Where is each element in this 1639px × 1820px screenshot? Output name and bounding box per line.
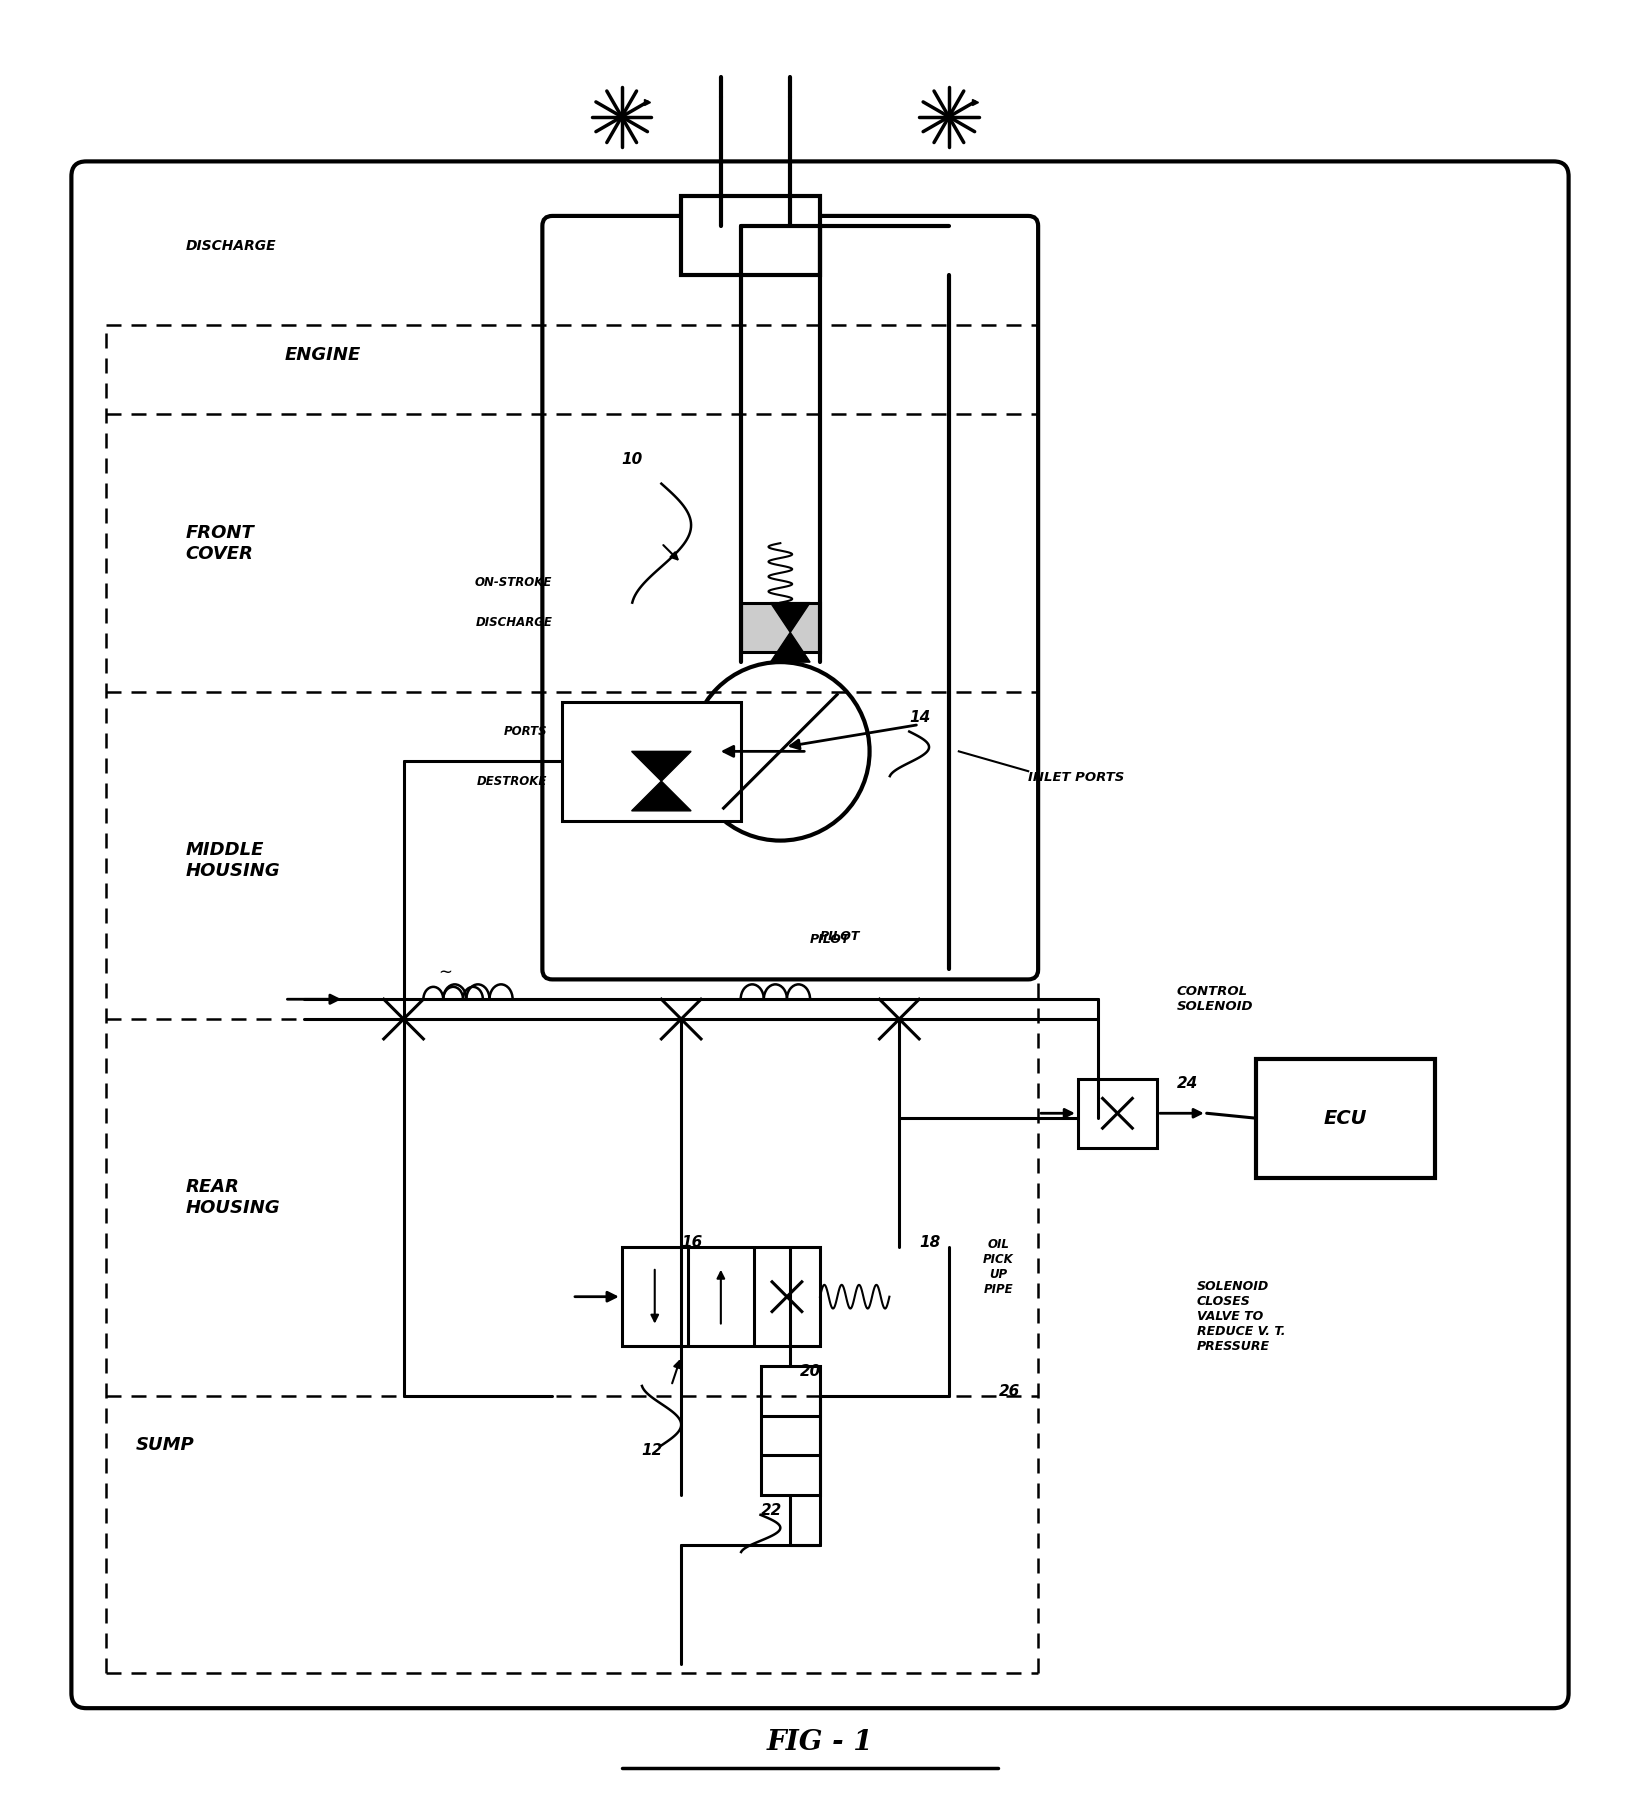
Text: DESTROKE: DESTROKE (477, 775, 547, 788)
Text: $\sim$: $\sim$ (434, 961, 452, 979)
Text: PILOT: PILOT (810, 934, 851, 946)
Text: 22: 22 (760, 1503, 782, 1518)
Bar (760, 1367, 820, 1494)
Text: 18: 18 (919, 1236, 941, 1250)
Polygon shape (631, 781, 692, 812)
Bar (1255, 1059, 1434, 1178)
Text: DISCHARGE: DISCHARGE (475, 615, 552, 630)
Text: SOLENOID
CLOSES
VALVE TO
REDUCE V. T.
PRESSURE: SOLENOID CLOSES VALVE TO REDUCE V. T. PR… (1196, 1279, 1285, 1352)
Text: 10: 10 (621, 451, 642, 466)
Text: ECU: ECU (1324, 1108, 1367, 1128)
Bar (1078, 1079, 1157, 1148)
Text: PILOT: PILOT (820, 930, 860, 943)
Text: 14: 14 (910, 710, 931, 724)
Text: DISCHARGE: DISCHARGE (185, 238, 275, 253)
Polygon shape (770, 632, 810, 662)
Text: REAR
HOUSING: REAR HOUSING (185, 1178, 280, 1218)
Text: SUMP: SUMP (136, 1436, 195, 1454)
Text: 12: 12 (641, 1443, 662, 1458)
Text: 20: 20 (800, 1363, 821, 1380)
Text: MIDDLE
HOUSING: MIDDLE HOUSING (185, 841, 280, 879)
Polygon shape (770, 602, 810, 632)
Bar (741, 602, 820, 652)
Bar (682, 197, 820, 275)
Text: FRONT
COVER: FRONT COVER (185, 524, 254, 562)
Text: FIG - 1: FIG - 1 (767, 1729, 874, 1756)
Text: PORTS: PORTS (503, 724, 547, 739)
Text: 26: 26 (998, 1383, 1019, 1400)
Text: ENGINE: ENGINE (285, 346, 361, 364)
Bar (562, 703, 741, 821)
Text: OIL
PICK
UP
PIPE: OIL PICK UP PIPE (983, 1238, 1015, 1296)
Text: 16: 16 (682, 1236, 703, 1250)
Bar (621, 1247, 820, 1347)
FancyBboxPatch shape (72, 162, 1569, 1709)
Text: INLET PORTS: INLET PORTS (1028, 772, 1124, 784)
Polygon shape (631, 752, 692, 781)
Text: ON-STROKE: ON-STROKE (475, 577, 552, 590)
Text: CONTROL
SOLENOID: CONTROL SOLENOID (1177, 985, 1254, 1014)
FancyBboxPatch shape (543, 217, 1037, 979)
Text: 24: 24 (1177, 1076, 1198, 1092)
